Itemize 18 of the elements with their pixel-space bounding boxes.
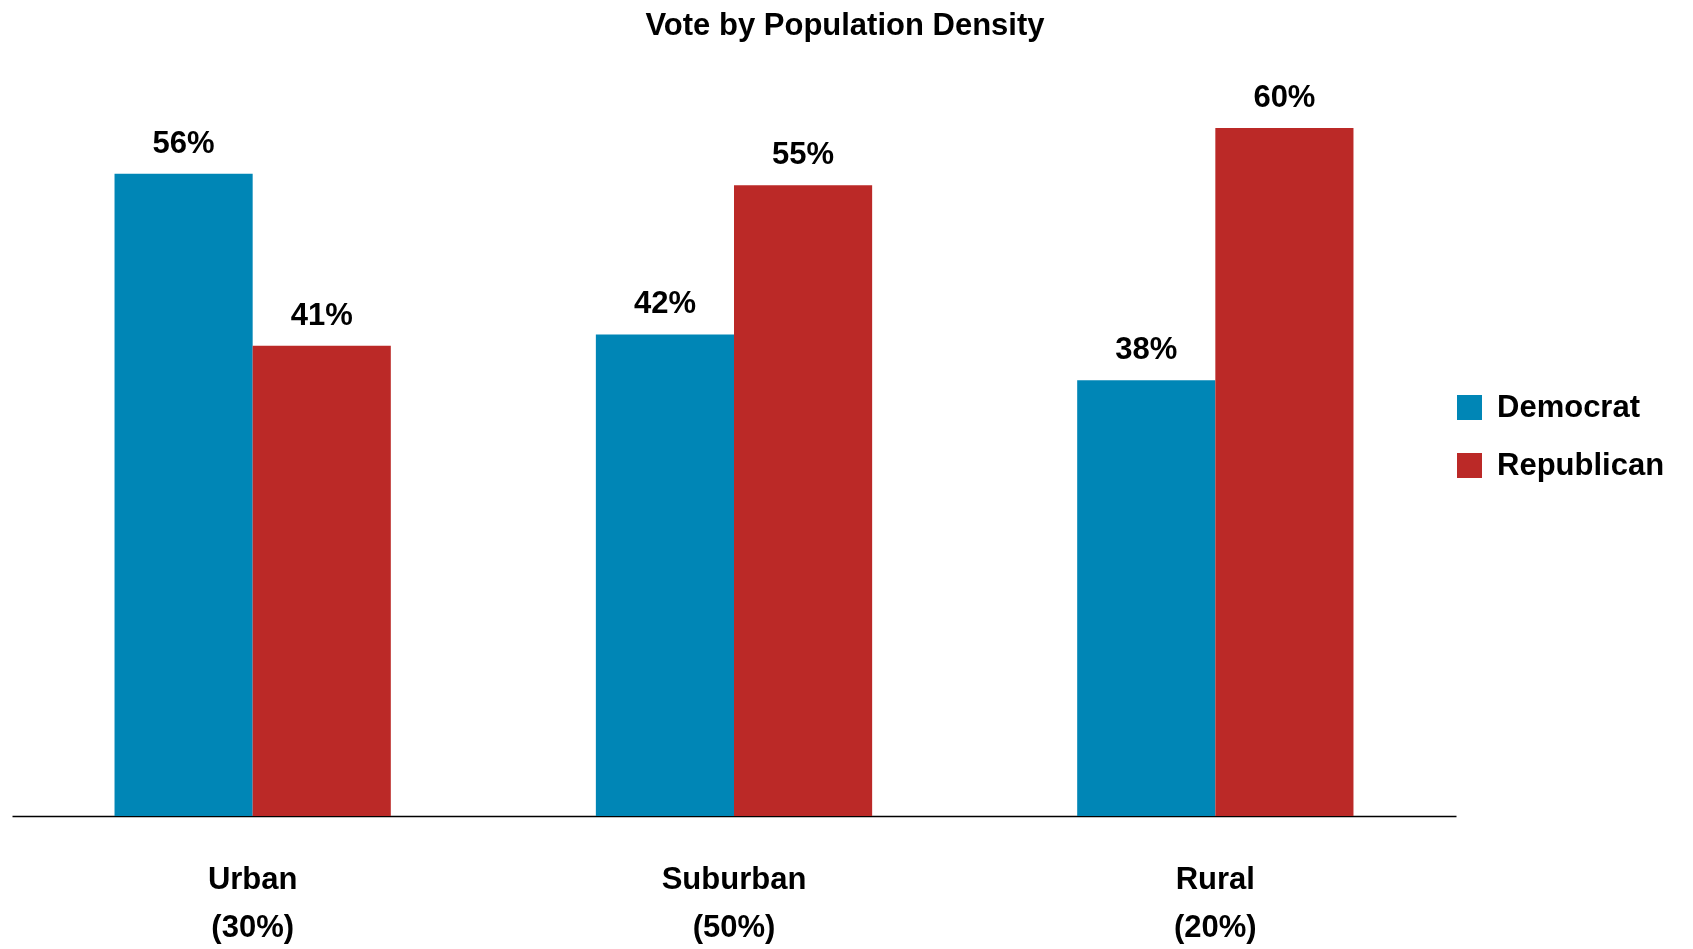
legend-label: Republican <box>1497 446 1665 482</box>
data-label: 55% <box>772 136 835 172</box>
data-label: 60% <box>1253 79 1316 114</box>
bar <box>734 185 873 816</box>
bar <box>114 173 253 816</box>
data-label: 38% <box>1115 331 1178 367</box>
data-label: 42% <box>633 285 696 321</box>
x-tick-label: Urban (30%) <box>207 860 298 944</box>
bar <box>1077 380 1216 816</box>
x-tick-label: Rural (20%) <box>1173 860 1257 944</box>
data-label: 56% <box>152 124 215 160</box>
data-label: 41% <box>290 296 353 332</box>
chart-title: Vote by Population Density <box>645 7 1046 42</box>
bar <box>252 345 391 816</box>
bar <box>1215 128 1354 816</box>
legend-label: Democrat <box>1497 388 1640 424</box>
x-tick-label: Suburban (50%) <box>661 860 807 944</box>
bar <box>595 334 734 816</box>
